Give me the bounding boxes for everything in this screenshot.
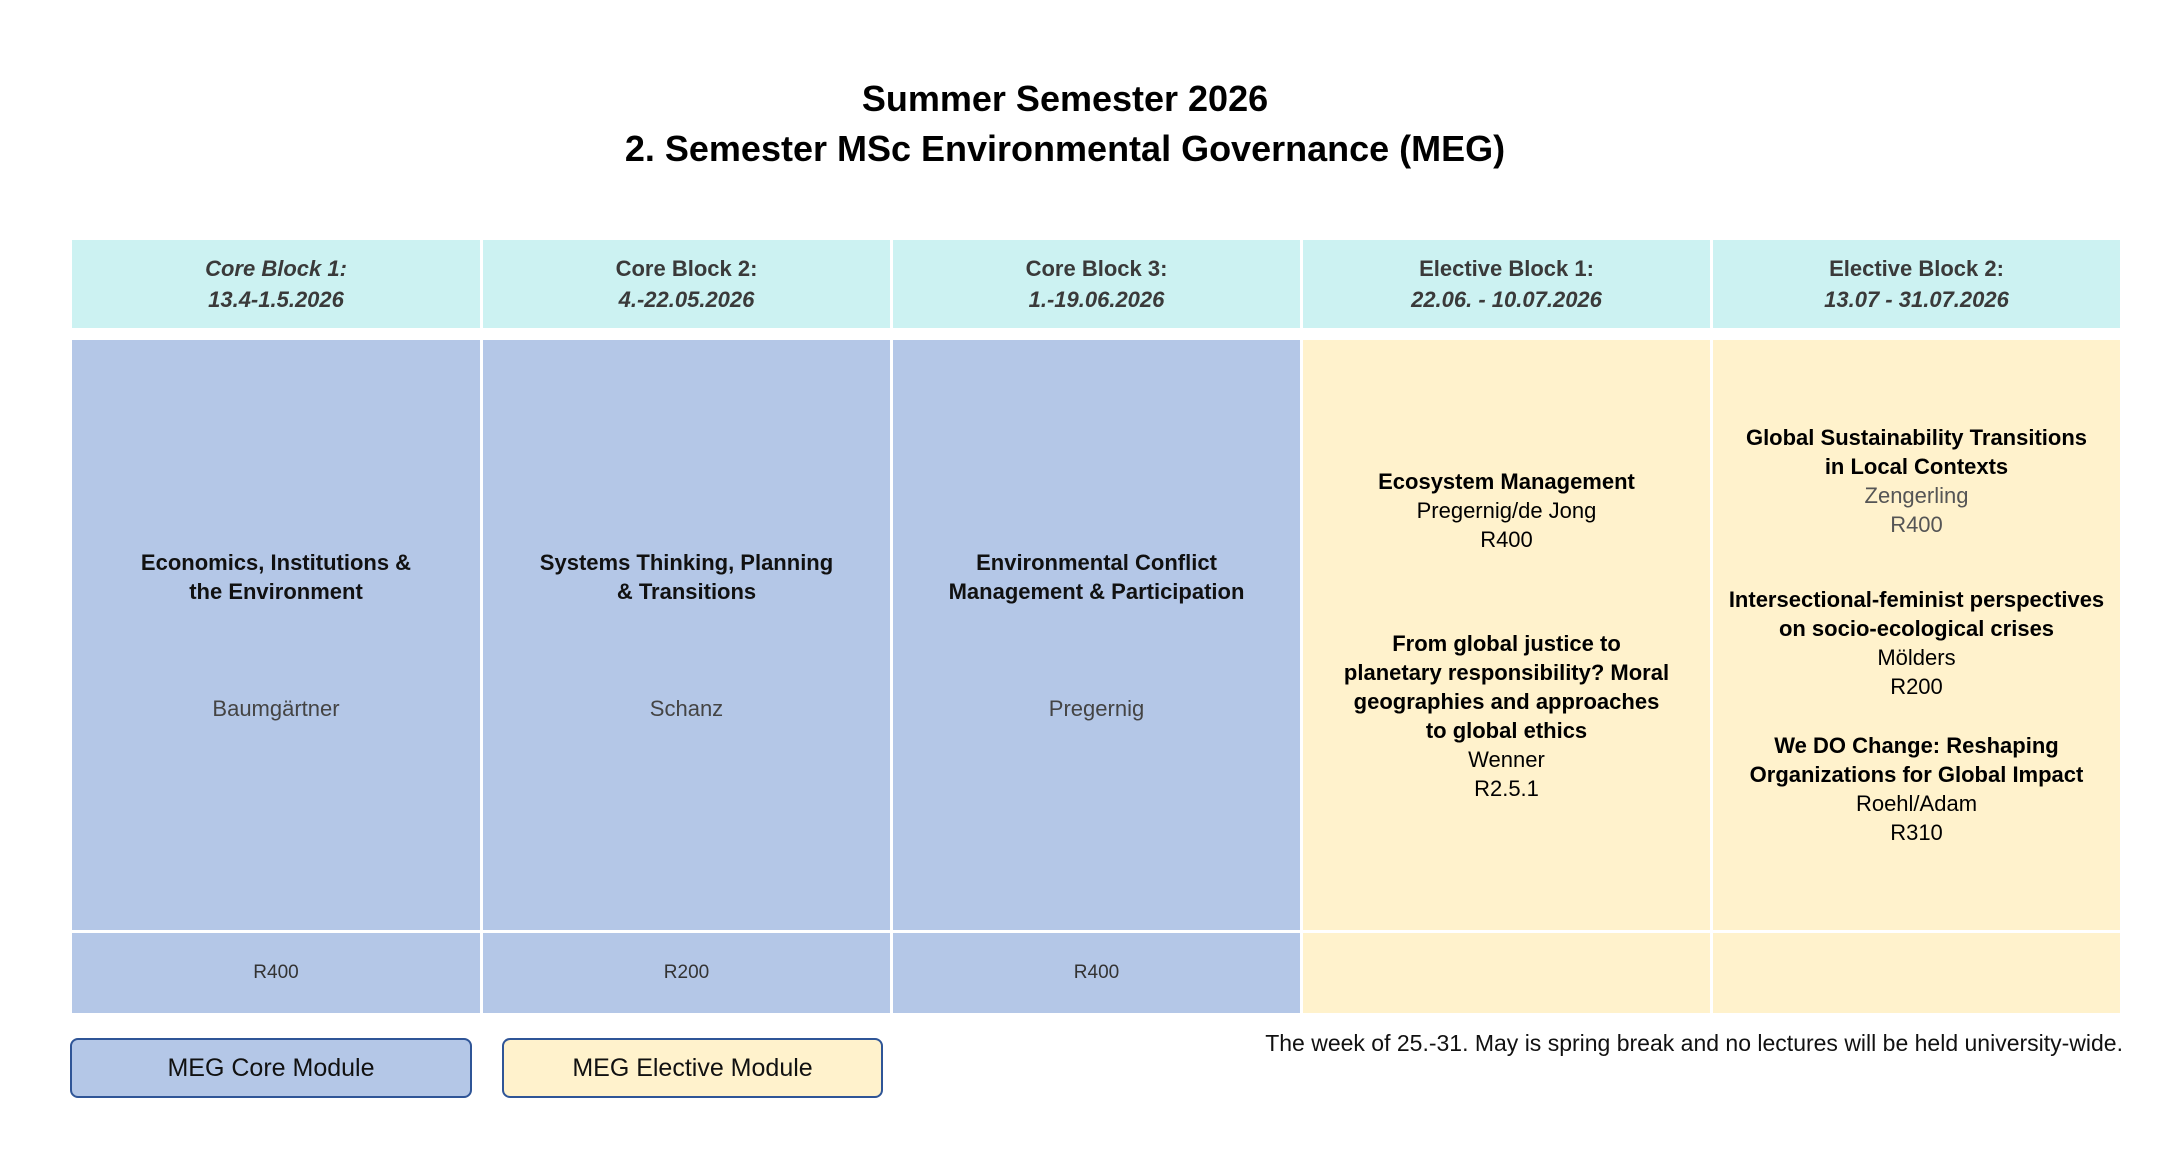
page-title: Summer Semester 2026 bbox=[861, 78, 1269, 119]
legend-elective-module: MEG Elective Module bbox=[502, 1038, 883, 1098]
elective-course-ecosystem-management: Ecosystem Management Pregernig/de Jong R… bbox=[1378, 467, 1635, 554]
course-lecturer: Zengerling bbox=[1864, 483, 1969, 508]
header-elective-block-1: Elective Block 1: 22.06. - 10.07.2026 bbox=[1303, 240, 1710, 328]
block-dates: 13.4-1.5.2026 bbox=[208, 287, 344, 312]
core-block-2-room: R200 bbox=[483, 933, 890, 1013]
course-room: R2.5.1 bbox=[1474, 776, 1539, 801]
course-title: Economics, Institutions & bbox=[140, 549, 412, 575]
course-lecturer: Pregernig bbox=[1048, 695, 1145, 721]
elective-block-1-cell: Ecosystem Management Pregernig/de Jong R… bbox=[1303, 340, 1710, 930]
course-lecturer: Roehl/Adam bbox=[1855, 791, 1978, 816]
course-title: Management & Participation bbox=[948, 578, 1245, 604]
course-lecturer: Schanz bbox=[649, 695, 724, 721]
course-title: We DO Change: Reshaping bbox=[1774, 733, 2059, 758]
course-title: & Transitions bbox=[616, 578, 757, 604]
block-dates: 13.07 - 31.07.2026 bbox=[1824, 287, 2009, 312]
course-title: From global justice to bbox=[1392, 631, 1621, 656]
elective-block-1-room bbox=[1303, 933, 1710, 1013]
header-core-block-1: Core Block 1: 13.4-1.5.2026 bbox=[72, 240, 480, 328]
course-lecturer: Baumgärtner bbox=[212, 695, 340, 721]
elective-course-global-sustainability: Global Sustainability Transitions in Loc… bbox=[1746, 423, 2087, 539]
header-core-block-2: Core Block 2: 4.-22.05.2026 bbox=[483, 240, 890, 328]
block-name: Elective Block 1: bbox=[1419, 256, 1594, 281]
course-lecturer: Pregernig/de Jong bbox=[1416, 498, 1597, 523]
block-name: Core Block 2: bbox=[615, 256, 758, 281]
course-title: Ecosystem Management bbox=[1378, 469, 1635, 494]
course-title: on socio-ecological crises bbox=[1778, 616, 2055, 641]
course-title: Systems Thinking, Planning bbox=[539, 549, 834, 575]
page-subtitle: 2. Semester MSc Environmental Governance… bbox=[624, 128, 1506, 169]
course-room: R400 bbox=[1480, 527, 1533, 552]
block-name: Core Block 1: bbox=[205, 256, 347, 281]
elective-block-2-cell: Global Sustainability Transitions in Loc… bbox=[1713, 340, 2120, 930]
course-title: Organizations for Global Impact bbox=[1749, 762, 2084, 787]
course-room: R200 bbox=[1890, 674, 1943, 699]
elective-block-2-room bbox=[1713, 933, 2120, 1013]
header-elective-block-2: Elective Block 2: 13.07 - 31.07.2026 bbox=[1713, 240, 2120, 328]
legend-core-module: MEG Core Module bbox=[70, 1038, 472, 1098]
course-lecturer: Wenner bbox=[1468, 747, 1545, 772]
block-name: Elective Block 2: bbox=[1829, 256, 2004, 281]
course-title: Intersectional-feminist perspectives bbox=[1728, 587, 2105, 612]
spring-break-note: The week of 25.-31. May is spring break … bbox=[1265, 1030, 2123, 1056]
course-title: Global Sustainability Transitions bbox=[1745, 425, 2088, 450]
course-title: geographies and approaches bbox=[1353, 689, 1660, 714]
header-core-block-3: Core Block 3: 1.-19.06.2026 bbox=[893, 240, 1300, 328]
course-lecturer: Mölders bbox=[1877, 645, 1956, 670]
course-title: the Environment bbox=[189, 578, 363, 604]
course-room: R400 bbox=[1890, 512, 1943, 537]
course-title: to global ethics bbox=[1425, 718, 1588, 743]
core-block-1-cell: Economics, Institutions & the Environmen… bbox=[72, 340, 480, 930]
elective-course-we-do-change: We DO Change: Reshaping Organizations fo… bbox=[1750, 731, 2084, 847]
elective-course-global-justice: From global justice to planetary respons… bbox=[1344, 629, 1669, 803]
block-dates: 4.-22.05.2026 bbox=[618, 287, 755, 312]
course-title: planetary responsibility? Moral bbox=[1343, 660, 1670, 685]
core-block-3-room: R400 bbox=[893, 933, 1300, 1013]
block-dates: 22.06. - 10.07.2026 bbox=[1411, 287, 1602, 312]
course-room: R310 bbox=[1890, 820, 1943, 845]
block-dates: 1.-19.06.2026 bbox=[1028, 287, 1165, 312]
course-title: Environmental Conflict bbox=[976, 549, 1217, 575]
core-block-3-cell: Environmental Conflict Management & Part… bbox=[893, 340, 1300, 930]
course-title: in Local Contexts bbox=[1824, 454, 2009, 479]
block-name: Core Block 3: bbox=[1025, 256, 1168, 281]
core-block-2-cell: Systems Thinking, Planning & Transitions… bbox=[483, 340, 890, 930]
elective-course-intersectional-feminist: Intersectional-feminist perspectives on … bbox=[1729, 585, 2104, 701]
core-block-1-room: R400 bbox=[72, 933, 480, 1013]
